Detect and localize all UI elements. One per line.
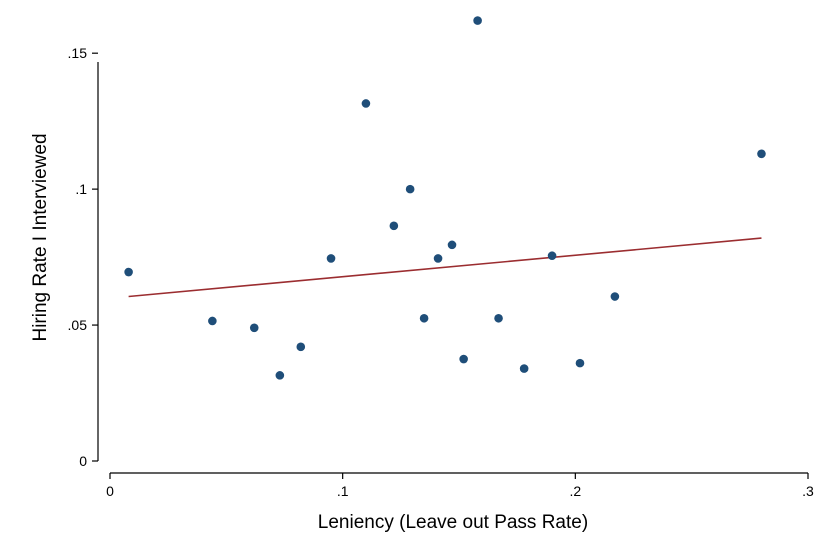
data-point [473,16,482,25]
x-tick-label: .1 [337,483,349,499]
y-tick-label: .1 [75,181,87,197]
x-tick-label: .2 [569,483,581,499]
y-axis-label: Hiring Rate I Interviewed [30,133,51,341]
data-point [494,313,503,323]
data-point [519,364,529,373]
data-point [389,221,399,231]
linear-fit-line [128,237,762,298]
data-point [575,358,585,368]
data-point [610,292,620,301]
data-points [124,16,766,380]
data-point [249,323,259,333]
data-point [459,354,468,364]
x-axis-label: Leniency (Leave out Pass Rate) [318,512,588,533]
data-point [361,99,371,108]
y-tick-label: .15 [68,45,88,61]
axes: 0 .05 .1 .15 0 .1 .2 .3 [68,45,815,499]
y-tick-label: .05 [68,317,88,333]
data-point [547,251,557,261]
data-point [447,240,457,250]
data-point [296,342,306,352]
data-point [124,267,133,277]
data-point [208,316,217,326]
x-tick-label: .3 [802,483,814,499]
x-tick-label: 0 [106,483,114,499]
data-point [757,149,766,159]
y-tick-label: 0 [79,453,87,469]
data-point [326,254,336,263]
data-point [275,371,285,380]
data-point [405,184,415,194]
data-point [433,254,443,263]
data-point [419,313,429,323]
